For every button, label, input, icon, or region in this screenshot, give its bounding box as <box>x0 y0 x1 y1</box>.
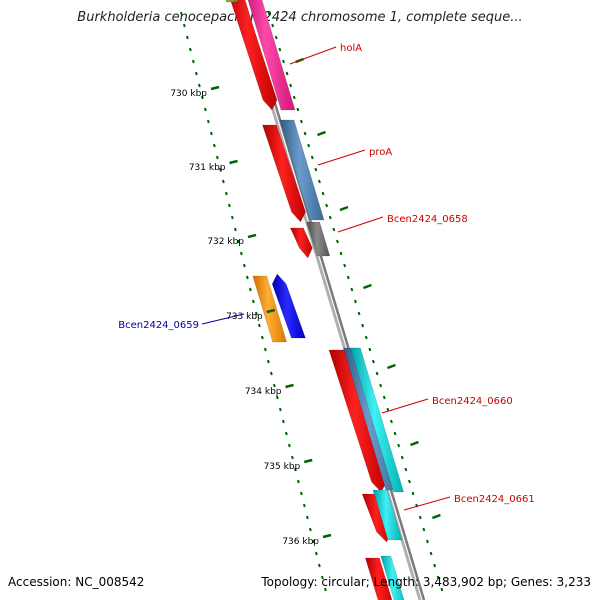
major-tick-outer <box>339 205 349 212</box>
tick-label: 733 kbp <box>226 312 263 322</box>
major-tick-inner <box>229 159 238 165</box>
tick-label: 735 kbp <box>264 462 301 472</box>
tick-label: 730 kbp <box>170 89 207 99</box>
major-tick-inner <box>303 458 313 464</box>
accession-label: Accession: NC_008542 <box>8 575 145 589</box>
gene-label-layer: holA proA Bcen2424_0658 Bcen2424_0659 Bcen24… <box>118 43 535 511</box>
inner-dot-track <box>180 11 327 592</box>
major-tick-inner <box>247 233 257 239</box>
major-tick-outer <box>362 283 372 290</box>
major-tick-outer <box>386 363 396 370</box>
major-tick-outer <box>431 513 441 520</box>
gene-leader-line <box>289 46 337 65</box>
major-tick-inner <box>285 383 294 389</box>
gene-Bcen2424_0658 <box>306 221 331 257</box>
gene-label: holA <box>340 43 362 54</box>
gene-Bcen2424_0660 <box>350 347 404 493</box>
gene-next <box>380 555 405 600</box>
map-title: Burkholderia cenocepacia HI2424 chromoso… <box>77 10 523 25</box>
gene-leader-line <box>403 496 451 511</box>
gene-label: Bcen2424_0660 <box>432 396 513 407</box>
gene-label: proA <box>369 147 392 158</box>
tick-label: 731 kbp <box>189 163 226 173</box>
gene-label: Bcen2424_0658 <box>387 214 468 225</box>
tick-label: 732 kbp <box>207 237 244 247</box>
tick-label: 736 kbp <box>282 537 319 547</box>
outer-dot-track <box>267 11 444 592</box>
gene-Bcen2424_0661 <box>372 489 403 541</box>
gene-label: Bcen2424_0661 <box>454 494 535 505</box>
major-tick-inner <box>322 533 332 539</box>
cds-proA <box>262 124 306 223</box>
tick-label: 734 kbp <box>245 387 282 397</box>
gene-leader-line <box>317 149 366 166</box>
major-tick-outer <box>410 440 419 447</box>
gene-proA <box>279 119 325 221</box>
gene-olive <box>225 0 239 3</box>
cds-Bcen2424_0658 <box>290 227 313 259</box>
gene-leader-line <box>201 313 245 325</box>
gene-leader-line <box>337 216 384 233</box>
major-tick-inner <box>266 308 276 314</box>
gene-Bcen2424_0659 <box>271 273 306 339</box>
feature-layer <box>225 0 405 600</box>
tick-label-layer: 730 kbp 731 kbp 732 kbp 733 kbp 734 kbp 735 k… <box>170 85 332 547</box>
cds-holA <box>230 0 278 111</box>
major-tick-outer <box>317 130 326 137</box>
gene-label: Bcen2424_0659 <box>118 320 199 331</box>
genome-stats: Topology: circular; Length: 3,483,902 bp… <box>261 575 591 589</box>
tick-dots <box>180 11 444 592</box>
major-tick-inner <box>210 85 220 91</box>
cds-Bcen2424_0659 <box>252 275 287 343</box>
gene-leader-line <box>381 398 429 414</box>
cds-next <box>365 557 393 600</box>
cds-Bcen2424_0660 <box>328 349 387 493</box>
gene-holA <box>247 0 296 111</box>
